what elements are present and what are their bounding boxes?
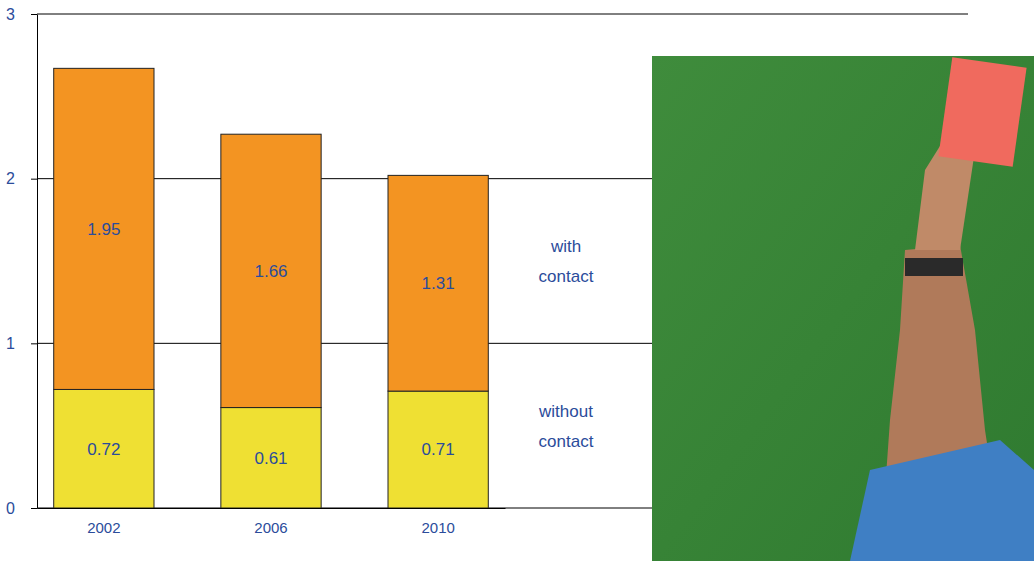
y-tick: 3 bbox=[6, 6, 37, 23]
y-tick: 2 bbox=[6, 170, 37, 187]
bar-segment bbox=[54, 389, 154, 508]
y-tick-label: 1 bbox=[6, 335, 15, 352]
photo bbox=[652, 56, 1034, 561]
chart-root: 0.72 0.61 0.71 1.95 1.66 1.31 0 1 2 3 2002 2006 2010… bbox=[0, 0, 1034, 561]
data-labels: 0.72 0.61 0.71 1.95 1.66 1.31 bbox=[87, 220, 454, 468]
data-label: 1.66 bbox=[254, 262, 287, 281]
legend-entry: withcontact bbox=[539, 237, 594, 286]
bar-segment bbox=[54, 68, 154, 389]
y-tick: 0 bbox=[6, 500, 37, 517]
y-tick-label: 0 bbox=[6, 500, 15, 517]
x-tick-label: 2010 bbox=[421, 519, 454, 536]
x-tick: 2002 bbox=[87, 519, 120, 536]
photo-sleeve bbox=[850, 440, 1034, 561]
photo-watch bbox=[905, 258, 963, 276]
y-axis: 0 1 2 3 bbox=[6, 6, 37, 517]
bar-segment bbox=[388, 391, 488, 508]
x-axis: 2002 2006 2010 bbox=[38, 509, 506, 536]
y-tick-mark bbox=[31, 343, 37, 344]
x-tick: 2010 bbox=[421, 519, 454, 536]
y-tick-label: 2 bbox=[6, 170, 15, 187]
data-label: 0.61 bbox=[254, 449, 287, 468]
photo-card bbox=[938, 57, 1026, 166]
x-axis-line bbox=[38, 508, 506, 509]
data-label: 0.72 bbox=[87, 440, 120, 459]
photo-ground bbox=[652, 56, 1034, 561]
y-tick-mark bbox=[31, 14, 37, 15]
bar-segment bbox=[388, 175, 488, 391]
data-label: 1.95 bbox=[87, 220, 120, 239]
y-tick-mark bbox=[31, 179, 37, 180]
y-axis-line bbox=[37, 15, 38, 509]
legend: withoutcontact withcontact bbox=[538, 237, 594, 451]
y-tick: 1 bbox=[6, 335, 37, 352]
data-label: 1.31 bbox=[422, 274, 455, 293]
x-tick-label: 2006 bbox=[254, 519, 287, 536]
data-label: 0.71 bbox=[422, 440, 455, 459]
bar-segment bbox=[221, 408, 321, 508]
bar-segment bbox=[221, 134, 321, 407]
legend-entry: withoutcontact bbox=[538, 402, 594, 451]
y-tick-mark bbox=[31, 508, 37, 509]
x-tick-label: 2002 bbox=[87, 519, 120, 536]
y-tick-label: 3 bbox=[6, 6, 15, 23]
bars bbox=[54, 68, 489, 508]
grid-line bbox=[37, 14, 968, 15]
x-tick: 2006 bbox=[254, 519, 287, 536]
